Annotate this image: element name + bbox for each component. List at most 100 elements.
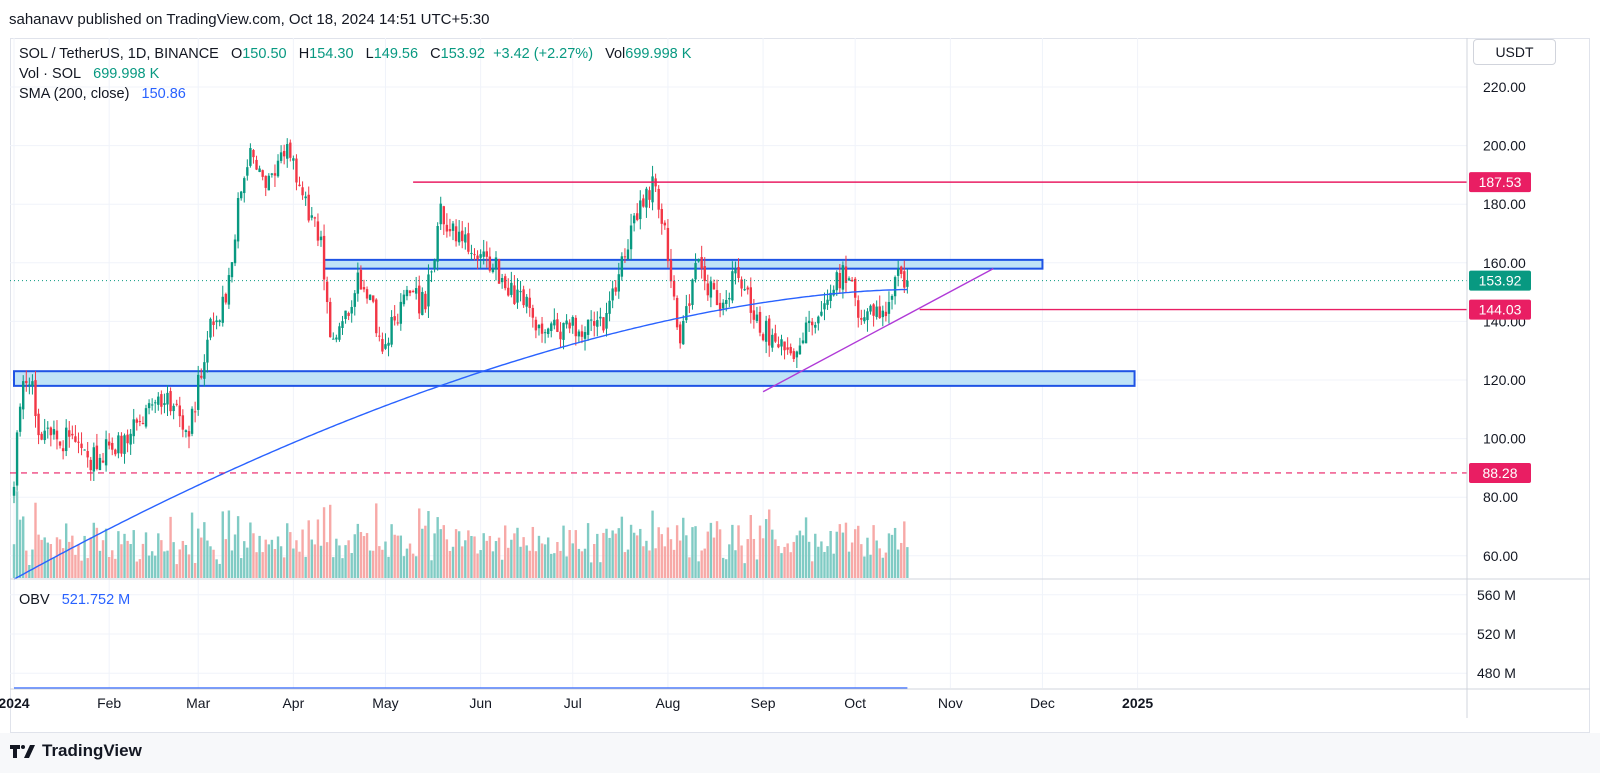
- volume-bar: [685, 535, 688, 578]
- candle-body: [519, 291, 522, 293]
- candle-body: [338, 326, 341, 340]
- candle-body: [746, 287, 749, 290]
- volume-bar: [347, 540, 350, 578]
- candle-body: [279, 152, 283, 161]
- volume-bar: [273, 549, 277, 578]
- candle-body: [433, 260, 436, 269]
- volume-bar: [34, 502, 37, 578]
- volume-bar: [768, 509, 771, 578]
- volume-bar: [279, 546, 283, 578]
- volume-bar: [525, 545, 528, 578]
- candle-body: [335, 337, 338, 340]
- volume-bar: [611, 530, 614, 578]
- volume-bar: [197, 528, 200, 578]
- sma-label[interactable]: SMA (200, close): [19, 86, 130, 102]
- volume-bar: [390, 524, 393, 578]
- candle-body: [596, 320, 599, 327]
- volume-bar: [755, 559, 759, 578]
- volume-bar: [138, 559, 142, 578]
- volume-bar: [648, 550, 651, 578]
- obv-tick-label: 520 M: [1477, 626, 1516, 642]
- candle-body: [869, 305, 872, 312]
- obv-label[interactable]: OBV: [19, 592, 50, 608]
- volume-bar: [448, 550, 452, 578]
- candle-body: [215, 320, 218, 323]
- brand[interactable]: TradingView: [10, 741, 142, 761]
- candle-body: [623, 256, 627, 258]
- candle-body: [181, 415, 185, 430]
- volume-bar: [408, 543, 412, 578]
- volume-bar: [712, 537, 716, 578]
- volume-bar: [814, 533, 817, 578]
- candle-body: [178, 405, 181, 417]
- volume-bar: [433, 533, 436, 578]
- candle-body: [123, 435, 126, 454]
- candle-body: [755, 314, 759, 321]
- candle-body: [107, 441, 111, 446]
- candle-body: [639, 200, 642, 220]
- candle-body: [77, 441, 80, 443]
- candle-body: [160, 394, 163, 407]
- volume-bar: [583, 548, 587, 578]
- volume-bar: [421, 528, 424, 578]
- candle-body: [774, 333, 777, 342]
- volume-bar: [144, 532, 148, 578]
- candle-body: [378, 335, 381, 337]
- volume-bar: [49, 544, 53, 578]
- candle-body: [479, 254, 482, 258]
- candle-body: [599, 316, 602, 319]
- volume-bar: [795, 535, 799, 578]
- candle-body: [795, 351, 799, 358]
- volume-bar: [461, 546, 464, 578]
- candle-body: [104, 439, 108, 466]
- candle-body: [900, 266, 903, 274]
- volume-bar: [672, 549, 676, 578]
- x-tick-label: Feb: [97, 695, 121, 711]
- candle-body: [709, 281, 713, 298]
- price-tag-label: 153.92: [1479, 273, 1522, 289]
- candle-body: [663, 222, 667, 226]
- candle-body: [893, 277, 897, 297]
- candle-body: [571, 317, 574, 326]
- volume-series-label[interactable]: Vol · SOL: [19, 66, 82, 82]
- candle-body: [801, 340, 805, 344]
- volume-bar: [559, 550, 562, 578]
- candle-body: [249, 148, 252, 166]
- volume-bar: [89, 537, 92, 578]
- volume-bar: [378, 546, 381, 578]
- candle-body: [120, 435, 123, 454]
- volume-bar: [589, 562, 593, 578]
- candle-body: [273, 173, 277, 176]
- volume-bar: [494, 541, 498, 578]
- x-tick-label: Jun: [469, 695, 492, 711]
- currency-button[interactable]: USDT: [1473, 39, 1556, 65]
- candle-body: [838, 272, 842, 289]
- candle-body: [430, 271, 433, 273]
- candle-body: [559, 331, 562, 340]
- candle-body: [743, 289, 746, 291]
- symbol-title[interactable]: SOL / TetherUS, 1D, BINANCE: [19, 46, 219, 62]
- volume-bar: [414, 556, 418, 578]
- volume-bar: [777, 545, 780, 578]
- candle-body: [439, 203, 442, 225]
- candle-body: [669, 260, 673, 282]
- y-tick-label: 200.00: [1483, 138, 1526, 154]
- volume-bar: [467, 530, 470, 578]
- volume-bar: [442, 525, 445, 578]
- candle-body: [454, 226, 458, 242]
- volume-bar: [626, 549, 630, 578]
- candle-body: [620, 256, 624, 277]
- candle-body: [239, 191, 243, 199]
- open-value: 150.50: [242, 46, 287, 62]
- candle-body: [691, 279, 694, 305]
- candle-body: [847, 278, 851, 281]
- low-value: 149.56: [373, 46, 419, 62]
- candle-body: [230, 262, 234, 278]
- volume-bar: [402, 556, 406, 578]
- volume-bar: [335, 538, 338, 578]
- volume-bar: [571, 543, 574, 578]
- candle-body: [577, 331, 581, 337]
- candle-body: [504, 276, 507, 289]
- volume-bar: [881, 557, 885, 578]
